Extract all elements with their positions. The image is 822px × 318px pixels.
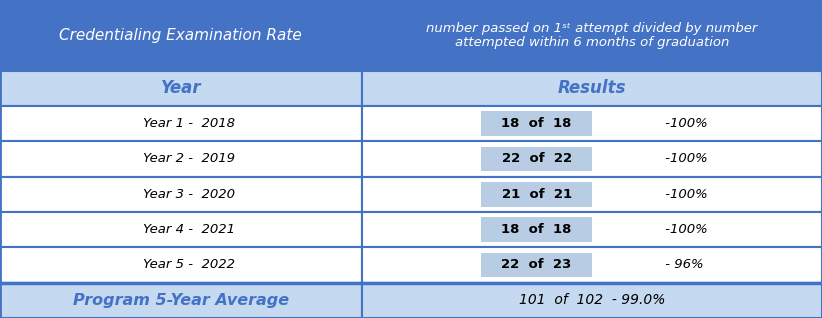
Bar	[481, 252, 592, 277]
Bar	[362, 283, 822, 318]
Bar	[481, 217, 592, 242]
Text: Year 5 -  2022: Year 5 - 2022	[143, 259, 235, 272]
Text: 21  of  21: 21 of 21	[501, 188, 571, 201]
Bar	[362, 212, 822, 247]
Text: number passed on 1ˢᵗ attempt divided by number: number passed on 1ˢᵗ attempt divided by …	[426, 23, 758, 36]
Text: 18  of  18: 18 of 18	[501, 223, 572, 236]
Text: Results: Results	[557, 79, 626, 97]
Text: 101  of  102  - 99.0%: 101 of 102 - 99.0%	[519, 293, 665, 307]
Bar	[0, 0, 362, 71]
Bar	[0, 247, 362, 283]
Text: Year: Year	[160, 79, 201, 97]
Bar	[0, 71, 362, 106]
Text: -100%: -100%	[661, 223, 708, 236]
Text: 18  of  18: 18 of 18	[501, 117, 572, 130]
Text: -100%: -100%	[661, 188, 708, 201]
Text: - 96%: - 96%	[661, 259, 704, 272]
Text: attempted within 6 months of graduation: attempted within 6 months of graduation	[455, 36, 729, 49]
Bar	[481, 182, 592, 207]
Bar	[0, 106, 362, 141]
Text: 22  of  22: 22 of 22	[501, 153, 571, 165]
Bar	[362, 106, 822, 141]
Bar	[362, 0, 822, 71]
Bar	[0, 212, 362, 247]
Bar	[481, 111, 592, 136]
Bar	[0, 141, 362, 177]
Text: -100%: -100%	[661, 117, 708, 130]
Text: Year 4 -  2021: Year 4 - 2021	[143, 223, 235, 236]
Text: Year 2 -  2019: Year 2 - 2019	[143, 153, 235, 165]
Bar	[0, 177, 362, 212]
Bar	[481, 147, 592, 171]
Bar	[362, 247, 822, 283]
Text: Credentialing Examination Rate: Credentialing Examination Rate	[59, 28, 302, 43]
Text: Program 5-Year Average: Program 5-Year Average	[73, 293, 289, 308]
Bar	[362, 71, 822, 106]
Bar	[362, 177, 822, 212]
Bar	[362, 141, 822, 177]
Bar	[0, 283, 362, 318]
Text: -100%: -100%	[661, 153, 708, 165]
Text: Year 1 -  2018: Year 1 - 2018	[143, 117, 235, 130]
Text: Year 3 -  2020: Year 3 - 2020	[143, 188, 235, 201]
Text: 22  of  23: 22 of 23	[501, 259, 572, 272]
